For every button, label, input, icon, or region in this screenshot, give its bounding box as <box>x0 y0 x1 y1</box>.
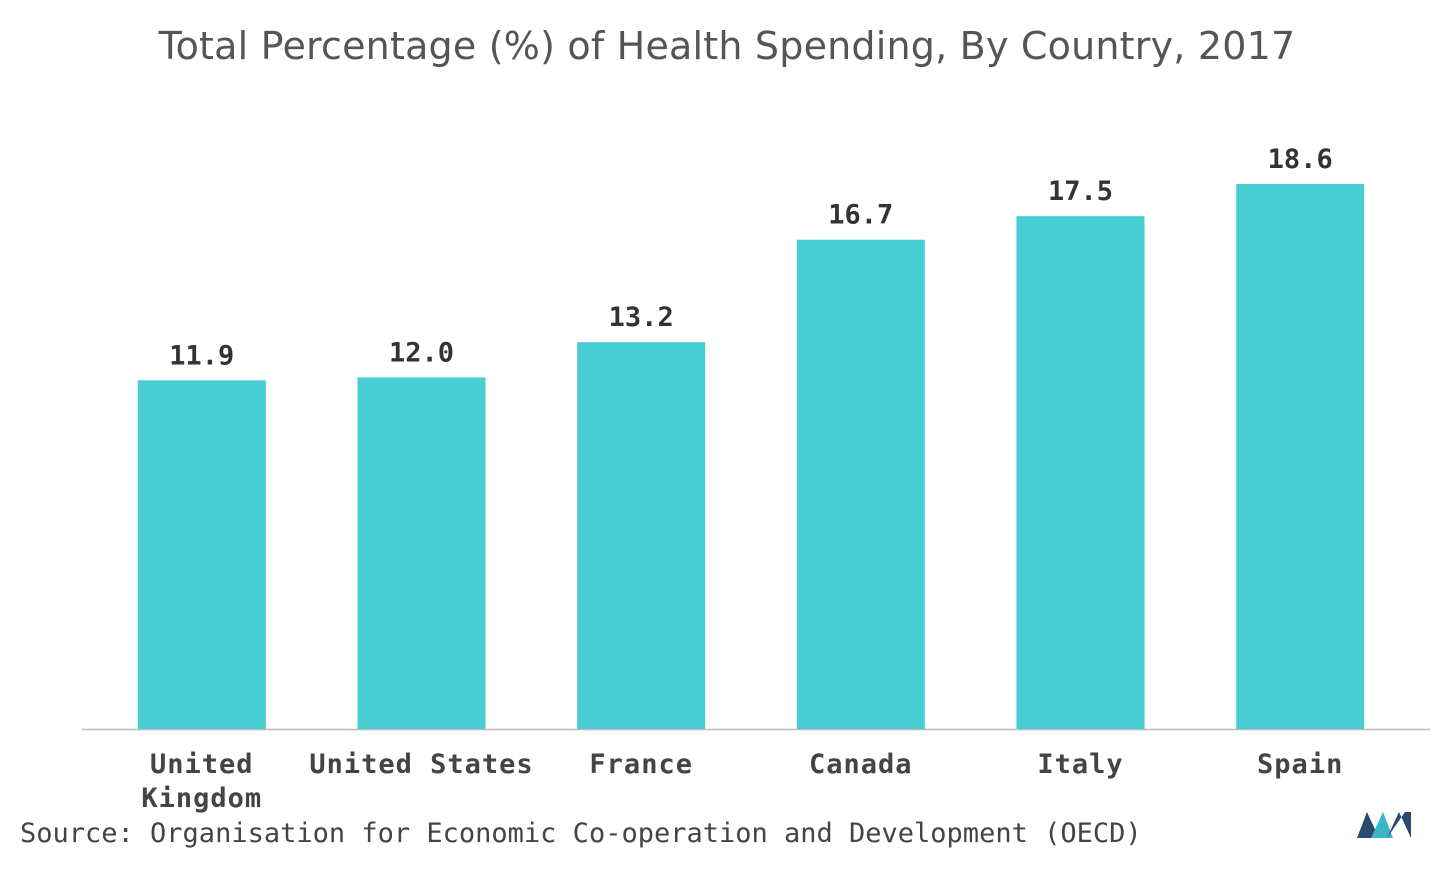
mordor-intelligence-logo-icon <box>1357 812 1411 838</box>
data-label: 12.0 <box>389 337 454 368</box>
chart-title: Total Percentage (%) of Health Spending,… <box>158 24 1296 68</box>
source-note: Source: Organisation for Economic Co-ope… <box>20 818 1142 849</box>
bar <box>577 342 706 729</box>
data-label: 16.7 <box>828 200 893 231</box>
logo-right-shape <box>1387 812 1411 838</box>
x-tick-label: Kingdom <box>141 783 262 814</box>
bar <box>1236 184 1365 729</box>
x-tick-label: Canada <box>809 749 913 780</box>
logo-mid-shape <box>1371 812 1393 838</box>
logo-left-shape <box>1357 812 1379 838</box>
x-tick-label: Spain <box>1257 749 1343 780</box>
data-label: 17.5 <box>1048 176 1113 207</box>
x-tick-label: United <box>150 749 254 780</box>
bar <box>796 239 925 729</box>
bar <box>1016 216 1145 729</box>
bar <box>137 380 266 729</box>
data-label: 13.2 <box>609 302 674 333</box>
bar <box>357 377 486 729</box>
x-tick-label: France <box>589 749 693 780</box>
data-label: 11.9 <box>169 340 234 371</box>
data-label: 18.6 <box>1268 144 1333 175</box>
x-tick-label: United States <box>309 749 533 780</box>
x-tick-label: Italy <box>1037 749 1123 780</box>
